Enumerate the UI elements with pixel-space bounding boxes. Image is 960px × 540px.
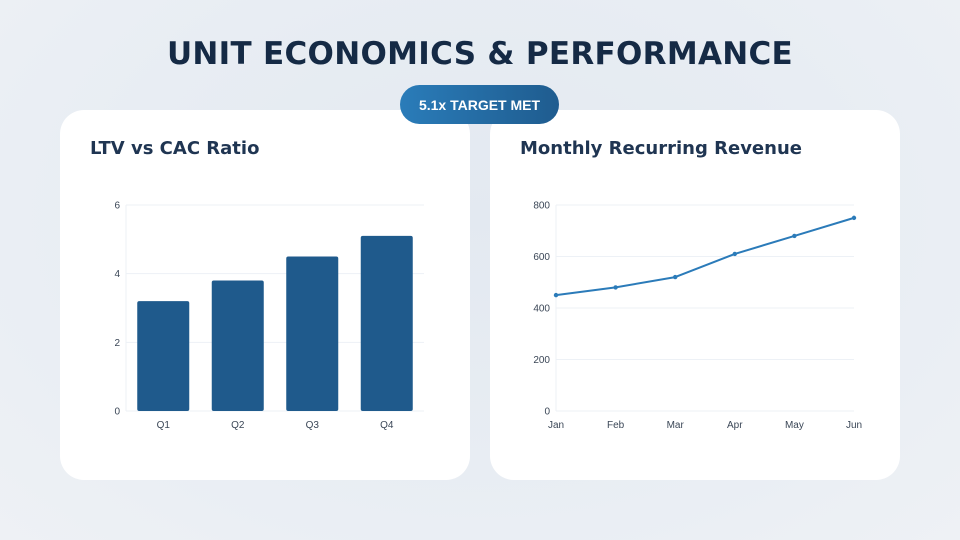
page-title: UNIT ECONOMICS & PERFORMANCE [166, 36, 794, 72]
mrr-card-title: Monthly Recurring Revenue [520, 138, 802, 159]
ltv-cac-card: LTV vs CAC Ratio 0 2 4 6 Q1 Q2 Q3 Q4 [60, 110, 470, 480]
ltv-cac-card-title: LTV vs CAC Ratio [90, 138, 260, 159]
bar-q3 [286, 256, 339, 411]
x-tick-label: Q1 [157, 420, 171, 431]
bar-q2 [211, 280, 264, 411]
x-tick-label: Feb [607, 420, 625, 431]
x-tick-label: Jan [548, 420, 564, 431]
x-tick-label: Mar [667, 420, 685, 431]
y-tick-label: 2 [114, 338, 120, 349]
x-tick-label: Q4 [380, 420, 394, 431]
x-tick-label: Q2 [231, 420, 245, 431]
target-met-badge: 5.1x TARGET MET [400, 85, 559, 124]
mrr-line-chart: 0 200 400 600 800 Jan Feb Mar Apr May Jun [533, 201, 862, 432]
data-point-feb [613, 285, 618, 290]
y-tick-label: 600 [533, 252, 550, 263]
y-tick-label: 6 [114, 201, 120, 212]
x-tick-label: May [785, 420, 804, 431]
y-tick-label: 0 [544, 407, 550, 418]
x-tick-label: Jun [846, 420, 862, 431]
y-tick-label: 200 [533, 355, 550, 366]
y-tick-label: 0 [114, 407, 120, 418]
bar-q4 [360, 235, 413, 411]
y-tick-label: 800 [533, 201, 550, 212]
data-point-apr [732, 251, 737, 257]
data-point-mar [673, 274, 678, 280]
mrr-card: Monthly Recurring Revenue 0 200 400 600 800 J… [490, 110, 900, 480]
data-point-may [792, 233, 797, 239]
data-point-jun [851, 215, 857, 221]
mrr-line [555, 216, 855, 297]
x-tick-label: Q3 [306, 420, 320, 431]
y-tick-label: 4 [114, 269, 120, 280]
x-tick-label: Apr [727, 420, 743, 431]
ltv-cac-bar-chart: 0 2 4 6 Q1 Q2 Q3 Q4 [114, 201, 424, 431]
bar-q1 [137, 301, 190, 411]
y-tick-label: 400 [533, 304, 550, 315]
data-point-jan [553, 292, 559, 298]
